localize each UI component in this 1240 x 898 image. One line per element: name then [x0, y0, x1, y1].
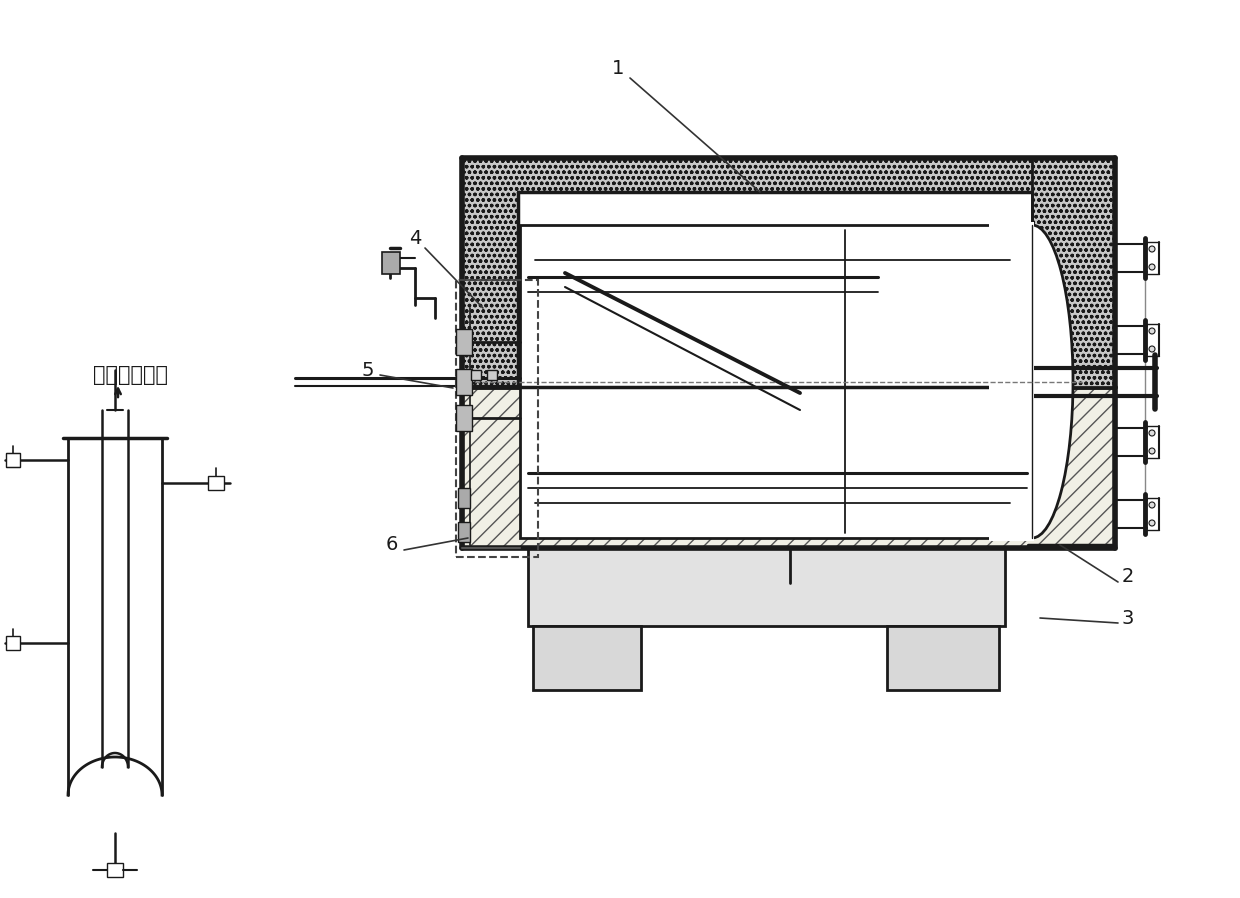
Text: 2: 2 — [1122, 568, 1135, 586]
Circle shape — [1149, 246, 1154, 252]
Bar — [456, 280, 538, 557]
Circle shape — [1149, 430, 1154, 436]
Bar — [458, 522, 470, 542]
Circle shape — [1149, 502, 1154, 508]
Bar — [463, 158, 1115, 387]
Text: 1: 1 — [611, 58, 624, 77]
Circle shape — [1149, 520, 1154, 526]
Circle shape — [1149, 448, 1154, 454]
Bar — [463, 158, 1115, 387]
Bar — [463, 387, 1115, 548]
Text: 4: 4 — [409, 228, 422, 248]
Bar — [6, 636, 20, 650]
Bar — [533, 626, 641, 690]
Bar — [487, 370, 497, 380]
Bar — [6, 453, 20, 467]
Bar — [382, 252, 401, 274]
Text: 6: 6 — [386, 535, 398, 554]
Bar — [518, 192, 1032, 387]
Bar — [456, 329, 472, 355]
Bar — [471, 370, 481, 380]
Text: 金属鈘收集器: 金属鈘收集器 — [93, 365, 167, 385]
Bar — [990, 222, 1034, 541]
Circle shape — [1149, 346, 1154, 352]
Text: 5: 5 — [362, 360, 374, 380]
Bar — [208, 476, 224, 490]
Bar — [887, 626, 999, 690]
Circle shape — [1149, 328, 1154, 334]
Bar — [463, 387, 1115, 548]
Text: 3: 3 — [1122, 609, 1135, 628]
Bar — [456, 405, 472, 431]
Bar — [520, 225, 1032, 538]
Bar — [528, 548, 1004, 626]
Circle shape — [1149, 264, 1154, 270]
Ellipse shape — [991, 225, 1073, 538]
Bar — [107, 863, 123, 877]
Bar — [1032, 158, 1115, 387]
Bar — [458, 488, 470, 508]
Bar — [456, 369, 472, 395]
Bar — [1032, 158, 1115, 387]
